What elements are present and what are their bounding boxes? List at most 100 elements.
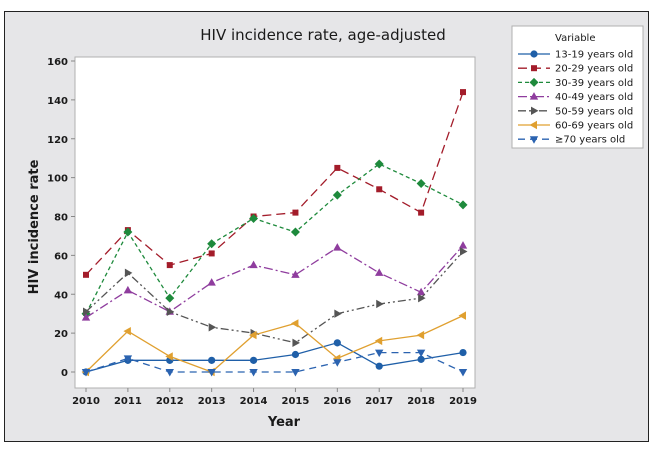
x-tick-label: 2019 <box>449 396 477 407</box>
legend-item: 40-49 years old <box>518 92 633 103</box>
data-point <box>376 186 383 193</box>
series-line <box>85 342 464 373</box>
series-50-59-years-old <box>83 247 468 348</box>
data-point <box>208 323 217 332</box>
series-line <box>85 351 464 373</box>
x-axis-label: Year <box>267 415 301 430</box>
data-point <box>81 313 91 321</box>
legend-marker-icon <box>531 106 539 115</box>
data-point <box>207 369 216 377</box>
data-point <box>416 287 426 296</box>
y-tick-label: 0 <box>61 368 68 379</box>
legend-label: 30-39 years old <box>555 78 633 89</box>
data-point <box>166 262 173 269</box>
legend-label: 50-59 years old <box>555 106 633 117</box>
x-tick-label: 2012 <box>156 396 184 407</box>
y-tick-label: 140 <box>47 96 68 107</box>
data-point <box>291 350 300 359</box>
legend-item: 60-69 years old <box>518 121 633 132</box>
data-point <box>124 268 133 278</box>
data-point <box>460 89 466 96</box>
line-chart: HIV incidence rate, age-adjusted 0 20 40 60… <box>27 25 644 430</box>
data-point <box>460 247 468 256</box>
data-point <box>249 369 258 377</box>
y-tick-label: 160 <box>47 57 68 68</box>
data-point <box>458 369 468 377</box>
x-tick-label: 2013 <box>198 396 226 407</box>
series-line <box>85 251 464 344</box>
legend-label: 60-69 years old <box>555 121 633 132</box>
x-axis: 2010 2011 2012 2013 2014 2015 2016 2017 2018 2019 <box>72 388 477 407</box>
data-point <box>208 250 215 257</box>
data-point <box>458 241 468 249</box>
data-point <box>416 330 425 340</box>
data-point <box>123 227 133 237</box>
data-point <box>458 200 468 210</box>
x-tick-label: 2015 <box>282 396 310 407</box>
legend-label: ≥70 years old <box>555 135 625 146</box>
data-point <box>290 319 299 328</box>
data-point <box>249 213 259 223</box>
series-line <box>85 245 464 319</box>
chart-frame: HIV incidence rate, age-adjusted 0 20 40 60… <box>4 11 649 442</box>
legend-item: 13-19 years old <box>518 50 633 61</box>
data-point <box>333 339 341 347</box>
legend: Variable 13-19 years old 20-29 years old 3… <box>511 25 644 149</box>
series-line <box>85 315 464 373</box>
data-point <box>123 326 131 336</box>
data-point <box>165 369 174 377</box>
data-point <box>417 355 425 363</box>
x-tick-label: 2011 <box>114 396 142 407</box>
y-axis-label: HIV incidence rate <box>27 159 42 294</box>
y-tick-label: 40 <box>54 290 68 301</box>
data-point <box>83 271 89 278</box>
legend-title: Variable <box>555 33 596 44</box>
data-point <box>249 356 258 364</box>
data-point <box>291 369 300 377</box>
data-point <box>375 362 383 370</box>
legend-label: 20-29 years old <box>555 64 633 75</box>
series-line <box>85 163 464 314</box>
y-axis: 0 20 40 60 80 100 120 140 160 <box>47 57 75 379</box>
data-point <box>123 355 133 363</box>
legend-item: 30-39 years old <box>518 77 633 89</box>
legend-marker-icon <box>531 65 537 72</box>
x-tick-label: 2017 <box>365 396 393 407</box>
data-point <box>292 338 300 348</box>
legend-label: 40-49 years old <box>555 92 633 103</box>
x-tick-label: 2010 <box>72 396 100 407</box>
legend-label: 13-19 years old <box>555 50 633 61</box>
data-point <box>332 190 342 200</box>
legend-marker-icon <box>530 50 538 58</box>
data-point <box>83 307 91 316</box>
data-point <box>165 293 175 303</box>
chart-title: HIV incidence rate, age-adjusted <box>200 26 446 44</box>
data-point <box>418 209 425 216</box>
data-point <box>291 270 300 278</box>
legend-marker-icon <box>529 120 537 130</box>
data-point <box>290 227 300 237</box>
x-tick-label: 2018 <box>407 396 435 407</box>
legend-marker-icon <box>529 77 539 87</box>
legend-item: ≥70 years old <box>518 135 625 146</box>
y-tick-label: 60 <box>54 251 68 262</box>
series-line <box>85 91 464 276</box>
series-layer <box>81 89 468 377</box>
plot-area <box>74 56 476 389</box>
data-point <box>416 349 426 358</box>
data-point <box>375 268 384 276</box>
legend-marker-icon <box>529 136 539 144</box>
x-tick-label: 2016 <box>323 396 351 407</box>
data-point <box>334 164 341 171</box>
data-point <box>166 307 175 316</box>
legend-item: 50-59 years old <box>518 106 633 117</box>
data-point <box>333 359 342 367</box>
series--70-years-old <box>81 349 468 377</box>
y-tick-label: 20 <box>54 329 68 340</box>
data-point <box>458 311 466 320</box>
data-point <box>418 293 426 303</box>
legend-item: 20-29 years old <box>518 64 633 75</box>
data-point <box>249 330 257 340</box>
y-tick-label: 120 <box>47 135 68 146</box>
data-point <box>334 309 342 318</box>
